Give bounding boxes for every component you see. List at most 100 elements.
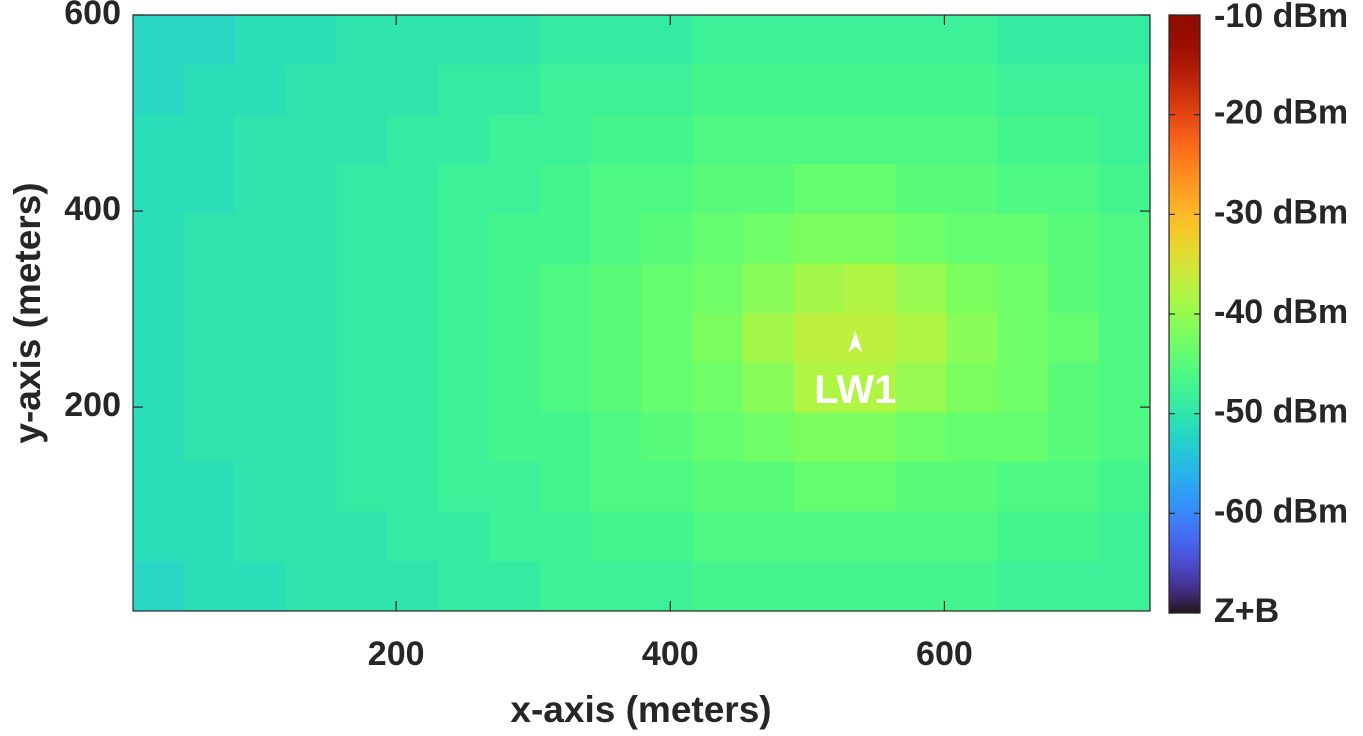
heatmap-cell <box>844 313 897 364</box>
heatmap-cell <box>743 213 795 264</box>
heatmap-cell <box>1099 412 1151 463</box>
y-axis-title: y-axis (meters) <box>7 182 48 443</box>
heatmap-cell <box>895 462 948 513</box>
heatmap-cell <box>133 15 185 66</box>
heatmap-cell <box>183 462 236 513</box>
heatmap-cell <box>692 64 744 115</box>
heatmap-cell <box>336 511 388 562</box>
heatmap-cell <box>285 164 337 215</box>
heatmap-cell <box>133 362 185 413</box>
heatmap-cell <box>844 462 897 513</box>
heatmap-cell <box>285 313 337 364</box>
heatmap-cell <box>234 64 287 115</box>
heatmap-cell <box>387 213 439 264</box>
heatmap-cell <box>641 213 693 264</box>
heatmap-cell <box>336 164 388 215</box>
heatmap-cell <box>539 362 592 413</box>
heatmap-cell <box>133 213 185 264</box>
heatmap-cell <box>539 462 592 513</box>
heatmap-cell <box>1099 362 1151 413</box>
heatmap-cell <box>641 511 693 562</box>
heatmap-cell <box>895 511 948 562</box>
heatmap-cell <box>1099 561 1151 612</box>
heatmap-cell <box>794 263 846 314</box>
heatmap-cell <box>488 511 541 562</box>
heatmap-cell <box>1048 412 1100 463</box>
heatmap-cell <box>997 561 1049 612</box>
heatmap-cell <box>234 114 287 165</box>
heatmap-cell <box>336 362 388 413</box>
heatmap-cell <box>438 561 490 612</box>
heatmap-cell <box>590 213 643 264</box>
heatmap-cell <box>946 15 999 66</box>
heatmap-cell <box>844 164 897 215</box>
heatmap-cell <box>946 164 999 215</box>
heatmap-cell <box>488 263 541 314</box>
colorbar-tick-label: -30 dBm <box>1214 193 1348 231</box>
heatmap-cell <box>794 15 846 66</box>
heatmap-cell <box>844 114 897 165</box>
heatmap-cell <box>336 412 388 463</box>
heatmap-cell <box>488 313 541 364</box>
heatmap-cell <box>1048 64 1100 115</box>
heatmap-cell <box>895 412 948 463</box>
heatmap-cell <box>234 164 287 215</box>
heatmap-cell <box>743 263 795 314</box>
heatmap-cell <box>183 561 236 612</box>
heatmap-cell <box>844 263 897 314</box>
heatmap-cell <box>844 362 897 413</box>
heatmap-cell <box>997 412 1049 463</box>
heatmap-cell <box>946 462 999 513</box>
heatmap-cell <box>692 561 744 612</box>
heatmap-cell <box>844 561 897 612</box>
heatmap-cell <box>488 15 541 66</box>
heatmap-cell <box>844 15 897 66</box>
heatmap-cell <box>794 511 846 562</box>
heatmap-cell <box>946 313 999 364</box>
heatmap-cell <box>997 15 1049 66</box>
heatmap-cell <box>285 362 337 413</box>
heatmap-cell <box>1099 263 1151 314</box>
heatmap-cell <box>641 362 693 413</box>
heatmap-cell <box>641 114 693 165</box>
heatmap-cell <box>1048 313 1100 364</box>
heatmap-cell <box>946 263 999 314</box>
plot-frame <box>132 14 1151 612</box>
heatmap-cell <box>336 561 388 612</box>
heatmap-cell <box>387 412 439 463</box>
heatmap-cell <box>946 412 999 463</box>
heatmap-cell <box>183 313 236 364</box>
heatmap-cell <box>488 164 541 215</box>
heatmap-cell <box>641 164 693 215</box>
heatmap-cell <box>997 64 1049 115</box>
heatmap-cell <box>387 462 439 513</box>
annotation-arrow <box>848 330 863 353</box>
heatmap-cell <box>285 561 337 612</box>
heatmap-cell <box>133 412 185 463</box>
heatmap-cell <box>1048 164 1100 215</box>
heatmap-cell <box>743 511 795 562</box>
heatmap-cell <box>946 561 999 612</box>
heatmap-cell <box>539 511 592 562</box>
heatmap-cell <box>183 164 236 215</box>
heatmap-cell <box>133 263 185 314</box>
x-tick-label: 400 <box>642 635 699 673</box>
heatmap-cell <box>590 114 643 165</box>
heatmap-cell <box>794 114 846 165</box>
heatmap-cell <box>692 15 744 66</box>
heatmap-cell <box>743 114 795 165</box>
heatmap-cell <box>1099 313 1151 364</box>
heatmap-cell <box>590 164 643 215</box>
heatmap-cell <box>183 511 236 562</box>
heatmap-cell <box>285 213 337 264</box>
heatmap-cell <box>895 313 948 364</box>
heatmap-cell <box>133 64 185 115</box>
heatmap-cell <box>133 561 185 612</box>
heatmap-cell <box>539 15 592 66</box>
heatmap-cell <box>590 263 643 314</box>
heatmap-cell <box>438 114 490 165</box>
heatmap-cell <box>1048 114 1100 165</box>
heatmap-cell <box>997 362 1049 413</box>
heatmap-cell <box>387 362 439 413</box>
